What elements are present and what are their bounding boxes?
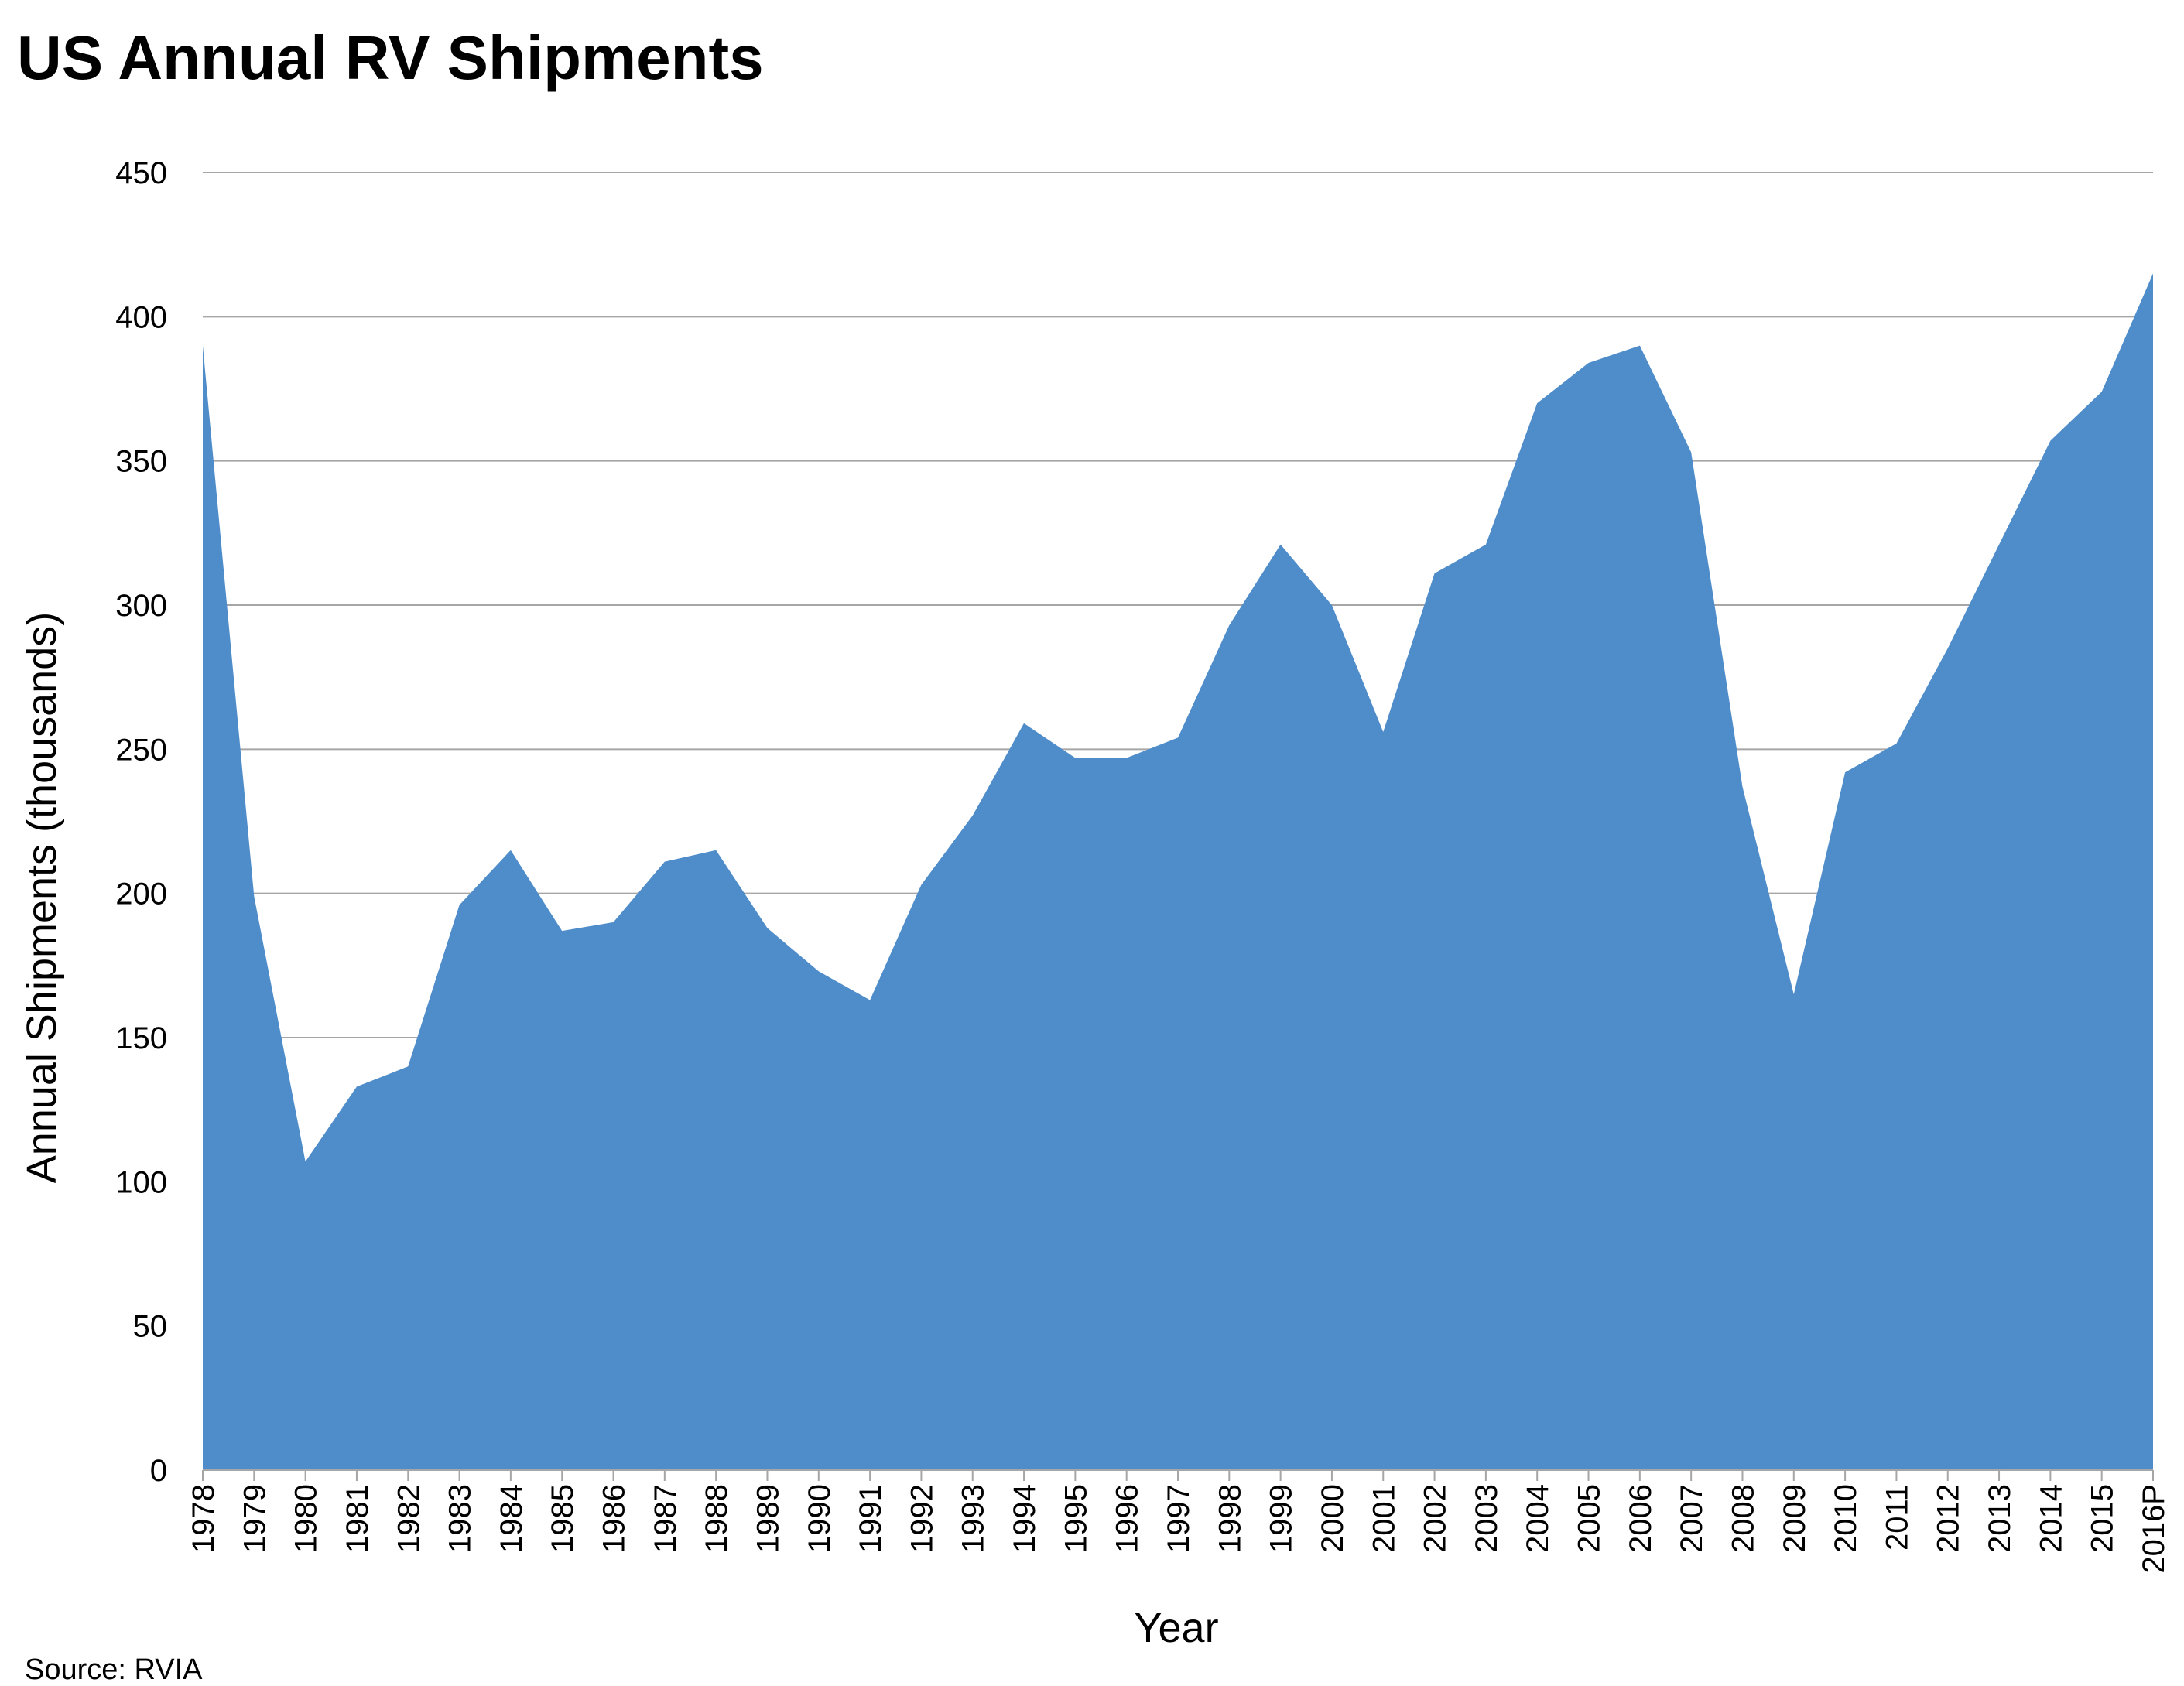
x-tick-label-1980: 1980 [289, 1484, 323, 1553]
x-tick-label-2005: 2005 [1573, 1484, 1607, 1553]
x-tick-label-1990: 1990 [803, 1484, 837, 1553]
y-tick-label-150: 150 [115, 1021, 167, 1055]
x-tick-label-2003: 2003 [1470, 1484, 1504, 1553]
y-tick-label-200: 200 [115, 877, 167, 911]
x-tick-label-1978: 1978 [187, 1484, 221, 1553]
y-tick-label-450: 450 [115, 156, 167, 190]
y-tick-label-350: 350 [115, 445, 167, 479]
x-tick-label-1985: 1985 [546, 1484, 580, 1553]
x-tick-label-1983: 1983 [443, 1484, 478, 1553]
x-tick-label-2008: 2008 [1726, 1484, 1760, 1553]
x-tick-label-1994: 1994 [1008, 1484, 1042, 1553]
x-tick-label-2004: 2004 [1521, 1484, 1555, 1553]
x-tick-label-2000: 2000 [1316, 1484, 1350, 1553]
x-tick-label-1987: 1987 [649, 1484, 683, 1553]
x-tick-label-1993: 1993 [957, 1484, 991, 1553]
y-tick-label-400: 400 [115, 300, 167, 334]
y-tick-label-300: 300 [115, 589, 167, 623]
y-tick-label-0: 0 [150, 1454, 167, 1488]
x-tick-label-2002: 2002 [1419, 1484, 1453, 1553]
y-tick-label-100: 100 [115, 1165, 167, 1199]
chart-title: US Annual RV Shipments [17, 23, 764, 92]
x-tick-label-1986: 1986 [597, 1484, 632, 1553]
x-tick-label-2012: 2012 [1932, 1484, 1966, 1553]
source-note: Source: RVIA [25, 1654, 203, 1686]
x-tick-label-2006: 2006 [1624, 1484, 1658, 1553]
y-tick-label-50: 50 [133, 1310, 168, 1344]
x-tick-label-2011: 2011 [1880, 1484, 1914, 1551]
x-tick-label-1995: 1995 [1059, 1484, 1093, 1553]
x-tick-label-2016P: 2016P [2137, 1484, 2171, 1574]
x-tick-label-1992: 1992 [905, 1484, 939, 1553]
y-axis-title: Annual Shipments (thousands) [19, 612, 65, 1183]
x-axis-tick-labels: 1978 1979 1980 1981 1982 1983 1984 1985 1986 1987… [187, 1484, 2171, 1574]
x-tick-label-1998: 1998 [1213, 1484, 1247, 1553]
x-tick-label-2013: 2013 [1983, 1484, 2017, 1553]
x-tick-label-2001: 2001 [1367, 1484, 1401, 1553]
y-axis-tick-labels: 0 50 100 150 200 250 300 350 400 450 [115, 156, 167, 1488]
area-series-shipments [203, 273, 2153, 1471]
x-tick-label-2009: 2009 [1778, 1484, 1812, 1553]
x-tick-label-1981: 1981 [341, 1484, 375, 1553]
x-tick-label-2007: 2007 [1675, 1484, 1709, 1553]
x-tick-label-1989: 1989 [751, 1484, 785, 1553]
y-tick-label-250: 250 [115, 733, 167, 767]
x-tick-label-2014: 2014 [2034, 1484, 2068, 1553]
x-tick-label-1982: 1982 [392, 1484, 426, 1553]
x-tick-label-1996: 1996 [1111, 1484, 1145, 1553]
x-axis [202, 1469, 2154, 1481]
x-tick-label-1984: 1984 [495, 1484, 529, 1553]
x-axis-title: Year [1134, 1605, 1218, 1651]
plot-area [202, 273, 2154, 1471]
x-tick-label-1997: 1997 [1162, 1484, 1196, 1553]
x-tick-label-1979: 1979 [238, 1484, 272, 1553]
x-tick-label-1991: 1991 [854, 1484, 888, 1553]
x-tick-label-1988: 1988 [700, 1484, 734, 1553]
x-tick-label-1999: 1999 [1265, 1484, 1299, 1553]
x-tick-label-2010: 2010 [1829, 1484, 1863, 1553]
x-tick-label-2015: 2015 [2086, 1484, 2120, 1553]
